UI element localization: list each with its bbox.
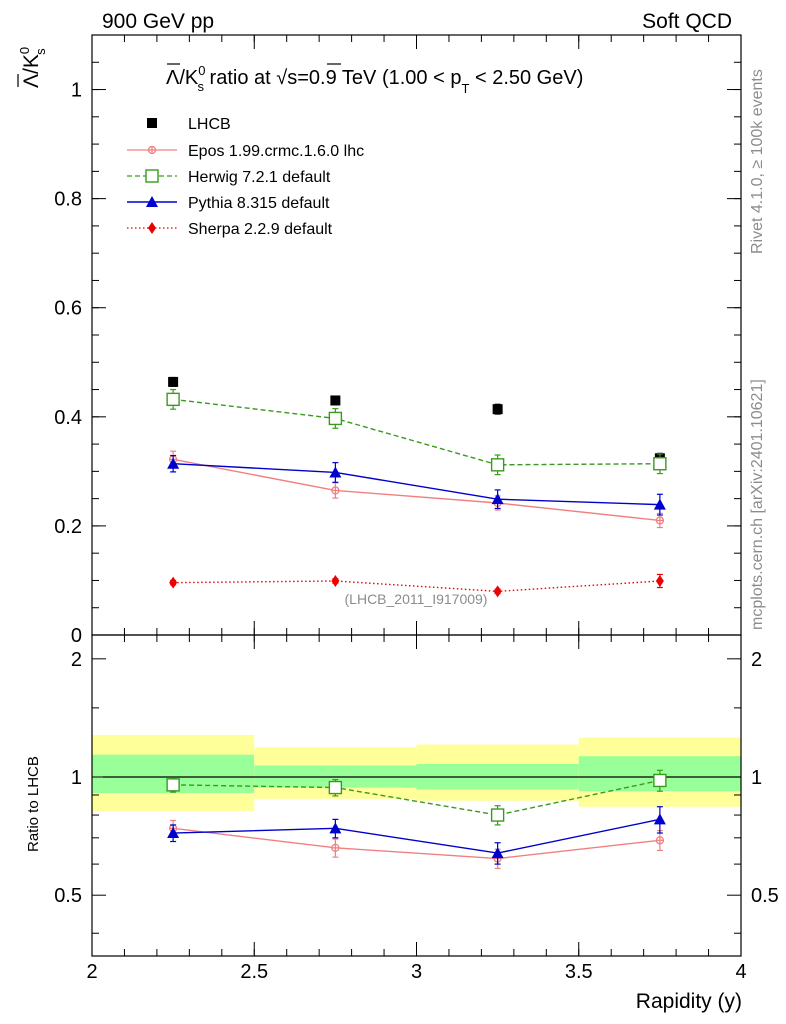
main-point-sherpa (655, 575, 664, 587)
main-line-pythia (173, 463, 660, 506)
legend-label-herwig: Herwig 7.2.1 default (188, 169, 331, 186)
main-point-pythia (329, 466, 342, 478)
main-panel: 00.20.40.60.81 Λ/K0 s ratio at √s=0.9 TeV… (17, 34, 742, 647)
ratio-series-pythia (167, 806, 666, 865)
main-point-herwig (328, 411, 343, 426)
legend-item-lhcb: LHCB (147, 116, 231, 133)
main-line-herwig (173, 398, 660, 466)
main-point-herwig (490, 458, 505, 472)
legend-item-herwig: Herwig 7.2.1 default (127, 169, 331, 186)
legend-label-lhcb: LHCB (188, 116, 231, 133)
main-point-epos (331, 486, 340, 495)
ratio-ytick-label-right: 0.5 (751, 885, 779, 907)
main-ylabel: Λ/K0s (17, 47, 48, 88)
ylabel-lambda-k: Λ/K (20, 54, 43, 88)
main-point-sherpa (169, 576, 178, 589)
ratio-point-herwig (328, 780, 343, 795)
main-point-sherpa (331, 575, 340, 587)
ratio-point-pythia (329, 822, 342, 834)
main-series-herwig (166, 388, 667, 476)
analysis-id-annotation: (LHCB_2011_I917009) (345, 591, 488, 607)
main-point-herwig (166, 392, 180, 407)
title-k-sup: 0 (198, 63, 205, 78)
legend-marker-herwig (145, 169, 159, 183)
main-point-lhcb (492, 404, 503, 415)
main-ytick-label: 0.6 (54, 298, 82, 320)
main-series-lhcb (168, 376, 665, 464)
legend-label-epos: Epos 1.99.crmc.1.6.0 lhc (188, 143, 364, 160)
ratio-ytick-label-right: 2 (751, 649, 762, 671)
legend-marker-pythia (146, 196, 158, 207)
legend-marker-epos (147, 145, 157, 155)
ratio-series-epos (168, 819, 665, 870)
main-series-epos (168, 450, 665, 529)
title-lambda-k: Λ/K (166, 67, 199, 89)
ratio-point-herwig (653, 773, 667, 788)
legend-marker-lhcb (147, 118, 157, 128)
ratio-point-herwig (166, 778, 180, 792)
legend-item-sherpa: Sherpa 2.2.9 default (127, 221, 333, 238)
header-right-text: Soft QCD (642, 10, 732, 33)
main-ytick-label: 0.2 (54, 516, 82, 538)
main-point-lhcb (330, 395, 341, 406)
main-point-herwig (653, 457, 667, 471)
legend-label-pythia: Pythia 8.315 default (188, 195, 330, 212)
ratio-xtick-label: 2 (86, 961, 97, 983)
legend-marker-sherpa (148, 222, 156, 234)
main-series-pythia (167, 454, 666, 516)
main-line-sherpa (173, 580, 660, 593)
title-ratio-at: ratio at (204, 67, 276, 89)
ratio-point-pythia (653, 813, 666, 825)
legend-item-epos: Epos 1.99.crmc.1.6.0 lhc (127, 143, 364, 160)
ratio-point-pythia (491, 847, 504, 859)
ratio-xtick-label: 2.5 (240, 961, 268, 983)
ratio-xtick-label: 3 (411, 961, 422, 983)
title-k-sub: s (198, 79, 205, 94)
ratio-series-herwig (166, 769, 667, 826)
ratio-line-epos (173, 827, 660, 860)
ratio-xtick-label: 4 (735, 961, 746, 983)
ratio-panel: 0.5 0.5 1 1 2 2 2 2.5 3 3.5 4 Ratio to LHCB Rapidi… (25, 634, 779, 1013)
ratio-line-herwig (173, 779, 661, 816)
ratio-ytick-label: 1 (71, 767, 82, 789)
xaxis-label: Rapidity (y) (636, 990, 742, 1013)
ratio-line-pythia (173, 818, 661, 854)
ratio-point-herwig (490, 808, 505, 822)
main-line-epos (172, 458, 660, 522)
ratio-point-epos (655, 836, 665, 845)
main-point-epos (655, 516, 665, 525)
title-range-end: < 2.50 GeV) (469, 67, 583, 89)
ylabel-k-sup: 0 (17, 47, 32, 54)
main-title: Λ/K0 s ratio at √s=0.9 TeV (1.00 < pT < 2… (166, 63, 583, 96)
side-rivet-text: Rivet 4.1.0, ≥ 100k events (749, 69, 766, 254)
main-point-pythia (167, 457, 180, 469)
title-energy: =0.9 TeV (1.00 < p (297, 67, 461, 89)
main-point-sherpa (493, 585, 502, 598)
title-pt-sub: T (461, 81, 469, 96)
ratio-ytick-label: 2 (71, 649, 82, 671)
ylabel-k-sub: s (33, 48, 48, 55)
main-ytick-label: 0 (71, 625, 82, 647)
legend-item-pythia: Pythia 8.315 default (127, 195, 330, 212)
main-point-pythia (653, 498, 666, 510)
legend: LHCB Epos 1.99.crmc.1.6.0 lhc Herwig 7.2… (127, 116, 364, 238)
main-point-pythia (491, 493, 504, 505)
side-mcplots-text: mcplots.cern.ch [arXiv:2401.10621] (749, 379, 766, 630)
title-sqrt-s: √s (276, 67, 297, 89)
ratio-ylabel: Ratio to LHCB (25, 756, 42, 852)
ratio-ytick-label-right: 1 (751, 767, 762, 789)
ratio-ytick-label: 0.5 (54, 885, 82, 907)
ratio-point-pythia (167, 827, 180, 839)
main-point-lhcb (168, 376, 179, 387)
main-series-sherpa (169, 573, 664, 598)
ratio-point-epos (331, 843, 340, 853)
legend-label-sherpa: Sherpa 2.2.9 default (188, 221, 333, 238)
header-left-text: 900 GeV pp (102, 10, 214, 33)
main-ytick-label: 1 (71, 80, 82, 102)
main-ytick-label: 0.8 (54, 189, 82, 211)
main-ytick-label: 0.4 (54, 407, 82, 429)
ratio-xtick-label: 3.5 (565, 961, 593, 983)
